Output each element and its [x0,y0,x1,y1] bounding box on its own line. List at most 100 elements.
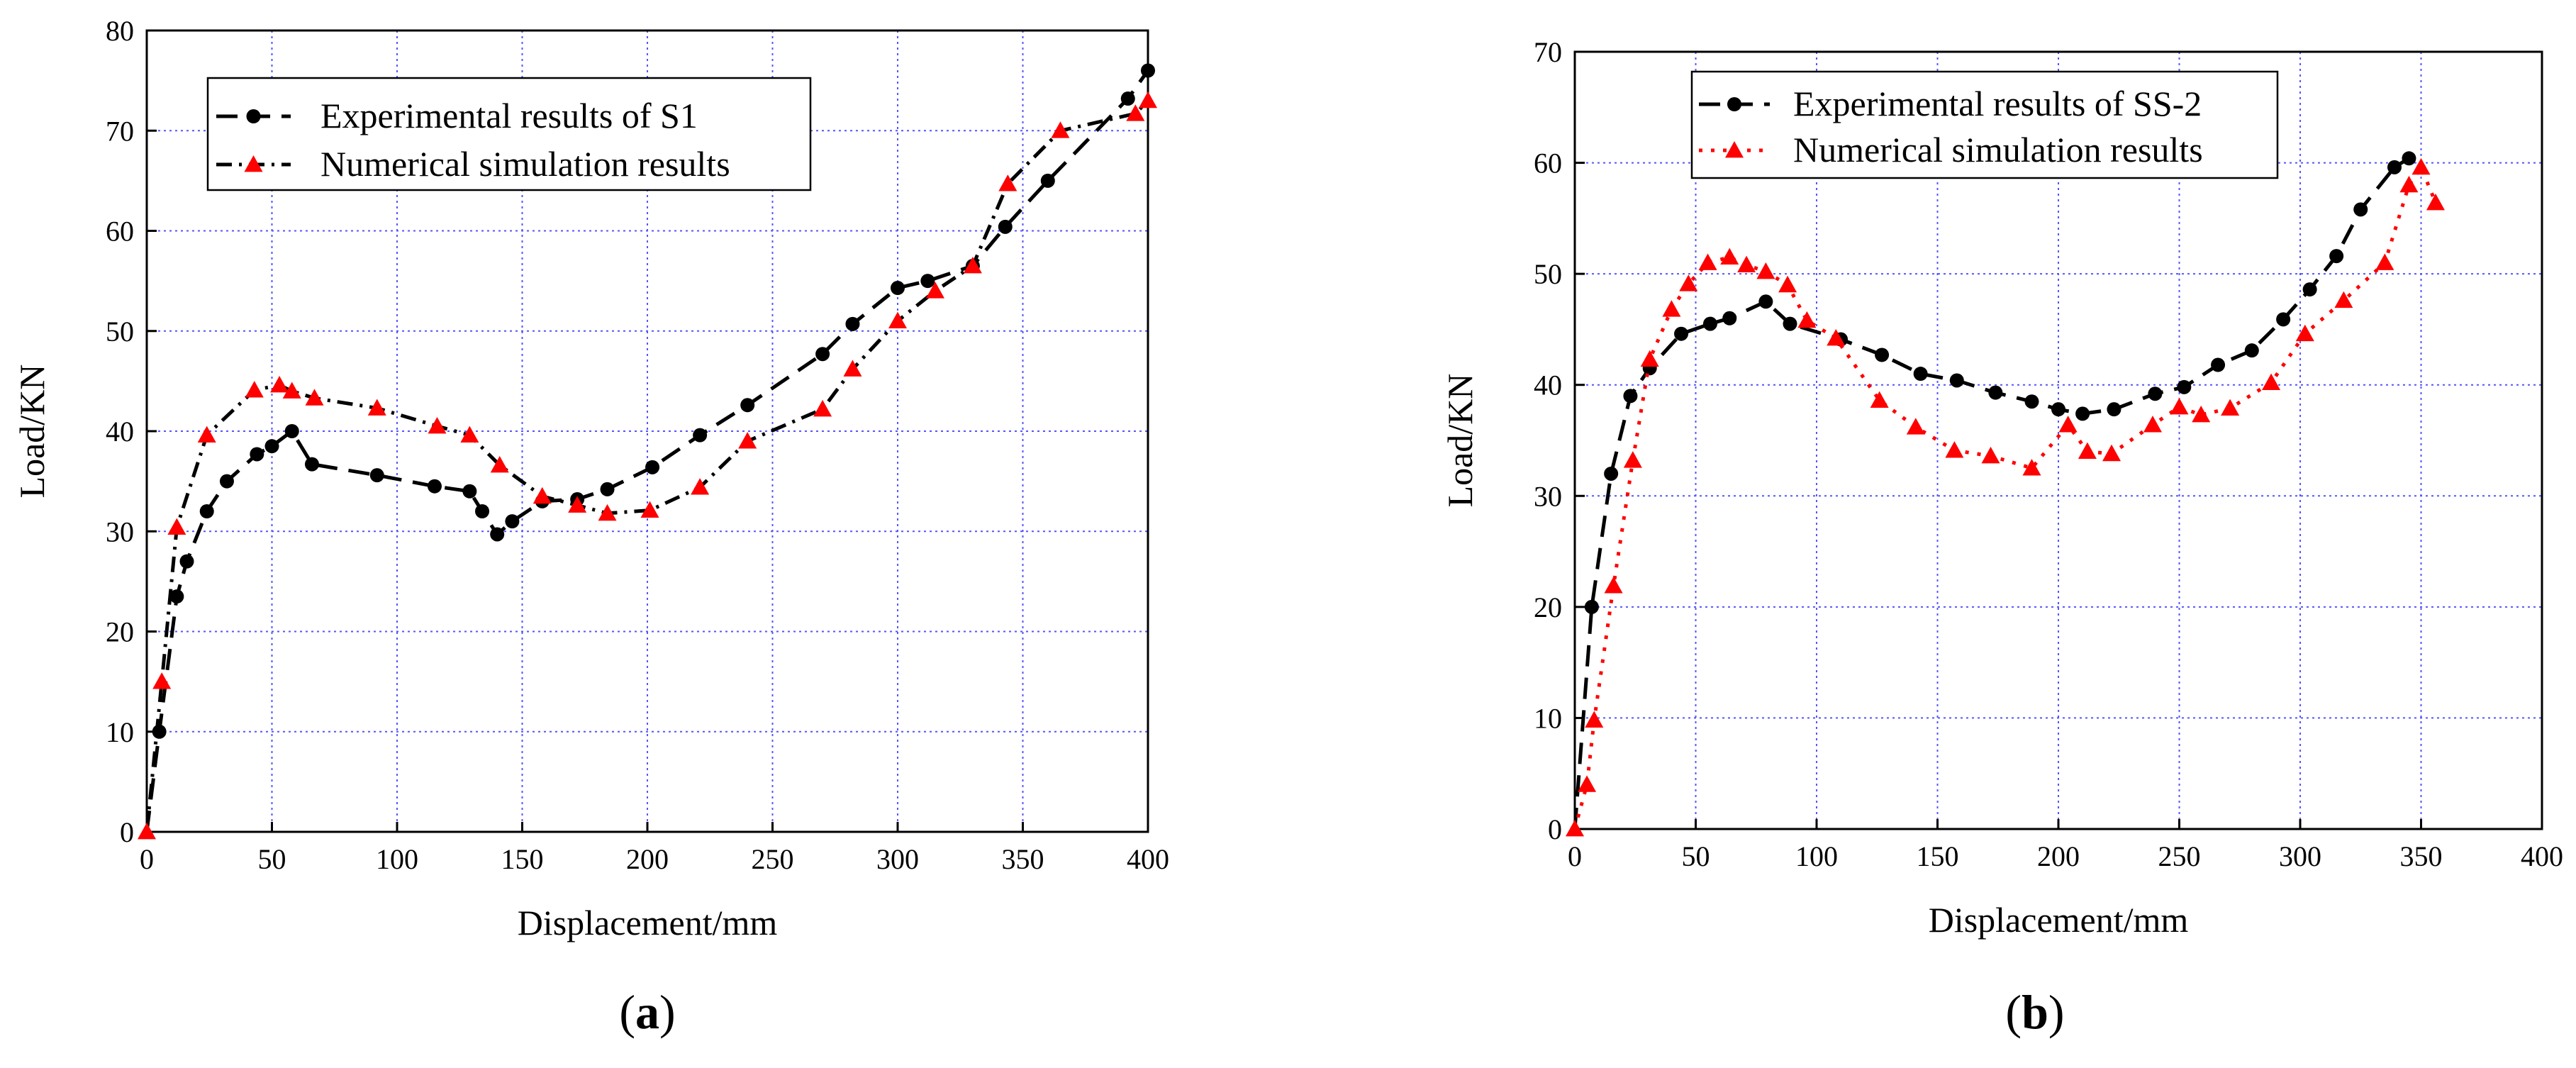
legend-marker [1725,141,1744,158]
x-tick-label: 350 [1002,843,1044,875]
data-point [1783,316,1797,331]
data-point [1737,255,1756,273]
data-point [645,460,660,474]
data-point [490,456,509,473]
data-point [1913,367,1928,382]
data-point [1778,275,1797,293]
data-point [888,311,907,329]
data-point [270,376,289,393]
data-point [152,724,167,739]
x-tick-label: 150 [1917,840,1959,872]
data-point [284,424,299,438]
legend-marker [246,109,261,123]
data-point [2221,399,2240,416]
data-point [2192,405,2211,423]
data-point [427,479,442,494]
data-point [138,823,156,840]
data-point [920,274,935,289]
x-tick-label: 200 [626,843,669,875]
x-tick-label: 100 [376,843,418,875]
x-axis-label: Displacement/mm [518,903,778,942]
data-point [428,416,447,434]
x-axis-label: Displacement/mm [1929,900,2189,940]
data-point [169,589,184,604]
x-tick-label: 300 [2279,840,2321,872]
y-tick-label: 70 [106,115,134,147]
y-tick-label: 10 [1534,702,1562,734]
data-point [1870,391,1889,408]
x-tick-label: 400 [1127,843,1169,875]
data-point [963,256,982,274]
data-point [1945,441,1964,458]
data-point [738,432,757,449]
panel-label: (a) [619,985,675,1039]
data-point [2302,282,2317,297]
data-point [2402,151,2416,166]
data-point [1604,466,1619,481]
data-point [2244,343,2259,358]
data-point [1949,373,1964,388]
y-tick-label: 50 [1534,258,1562,290]
data-point [219,474,234,489]
data-point [998,219,1013,234]
data-point [250,447,264,462]
data-point [2177,379,2192,394]
legend-label: Experimental results of SS-2 [1793,84,2202,123]
data-point [1640,350,1659,367]
data-point [815,347,830,362]
series-line [1573,165,2438,830]
data-point [2107,402,2121,417]
data-point [740,398,755,413]
data-point [693,428,708,443]
data-point [568,496,587,513]
data-point [598,504,617,521]
data-point [2276,312,2291,327]
data-point [533,486,552,504]
x-tick-label: 0 [1568,840,1582,872]
data-point [2334,291,2353,308]
y-tick-label: 60 [1534,148,1562,179]
legend-label: Numerical simulation results [320,144,730,184]
data-point [2051,402,2065,417]
data-point [1141,63,1155,78]
x-tick-label: 250 [2158,840,2201,872]
data-point [691,478,710,495]
x-tick-label: 250 [752,843,794,875]
data-point [1702,316,1717,331]
data-point [1578,775,1597,792]
y-tick-label: 40 [1534,369,1562,401]
data-point [367,399,386,416]
data-point [460,425,479,443]
data-point [925,282,944,299]
data-point [998,174,1017,191]
data-point [152,672,172,689]
data-point [282,382,301,399]
panel-label: (b) [2005,985,2064,1039]
data-point [813,399,832,417]
data-point [304,457,319,472]
data-point [1981,446,2000,464]
data-point [2148,386,2163,401]
data-point [1040,173,1055,188]
data-point [1623,451,1642,468]
data-point [1585,711,1604,728]
data-point [1756,262,1775,279]
data-point [2075,406,2090,421]
data-point [2387,160,2402,174]
data-point [179,554,194,569]
data-point [2211,357,2226,372]
data-point [475,504,490,518]
y-tick-label: 40 [106,416,134,447]
data-point [1623,389,1638,404]
data-point [197,425,216,443]
y-tick-label: 30 [1534,480,1562,512]
data-point [2078,442,2097,460]
data-point [2329,249,2344,264]
data-point [1722,311,1737,326]
data-point [1720,247,1739,265]
data-point [245,381,264,398]
y-tick-label: 0 [120,816,134,848]
chart-panel: 0 50 100 150 200 250 300 350 400 0 10 20 30 40 50 60 70 D… [1440,36,2563,1039]
legend-box [1690,70,2279,179]
y-tick-label: 0 [1548,813,1562,845]
